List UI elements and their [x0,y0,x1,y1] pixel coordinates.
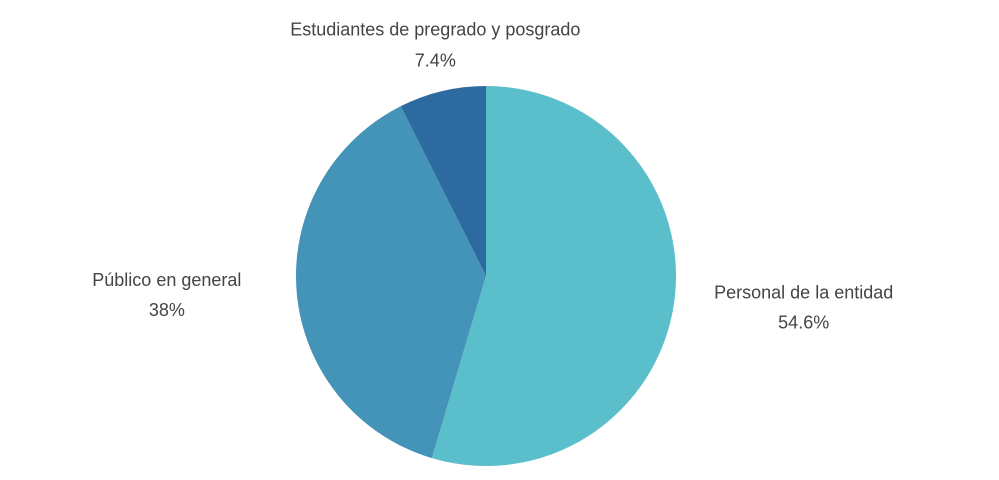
slice-value-label: 38% [149,300,185,320]
pie-slice [400,86,486,276]
pie-slice [296,106,486,459]
slice-label: Personal de la entidad [714,282,893,302]
slice-label: Estudiantes de pregrado y posgrado [290,20,580,40]
slice-label: Público en general [92,270,241,290]
slice-value-label: 54.6% [778,312,829,332]
slice-value-label: 7.4% [415,51,456,71]
pie-slice [431,86,676,466]
